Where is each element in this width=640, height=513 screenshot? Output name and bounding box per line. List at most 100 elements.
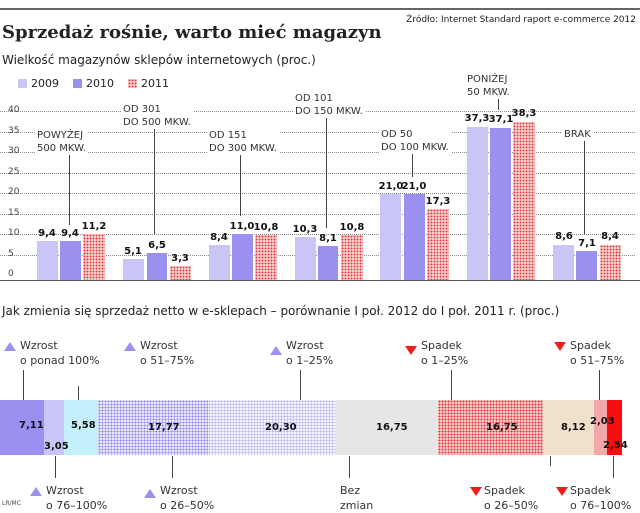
legend-item-2011: 2011 <box>128 77 169 90</box>
value-label: 11,2 <box>81 221 107 232</box>
legend-label: 2010 <box>86 77 114 90</box>
value-label: 38,3 <box>511 108 537 119</box>
leader-line <box>412 153 413 177</box>
segment-spadek-51-75 <box>594 400 607 455</box>
value-label: 10,8 <box>253 222 279 233</box>
segment-wzrost-1-25 <box>208 400 335 455</box>
double-up-arrow-icon <box>144 489 156 498</box>
leader-line <box>300 370 301 400</box>
y-tick: 35 <box>8 126 20 136</box>
annotation-spadek-51-75: Spadek o 51–75% <box>554 338 624 368</box>
y-tick: 40 <box>8 105 20 115</box>
leader-line <box>613 456 614 478</box>
category-label: OD 301 DO 500 MKW. <box>121 103 193 129</box>
y-tick: 5 <box>8 249 14 259</box>
double-up-arrow-icon <box>4 342 16 351</box>
segment-value: 16,75 <box>376 422 408 433</box>
bar-2009 <box>380 194 401 280</box>
segment-wzrost-26-50 <box>98 400 208 455</box>
leader-line <box>23 370 24 400</box>
value-label: 8,4 <box>601 231 619 242</box>
y-tick: 30 <box>8 146 20 156</box>
value-label: 8,4 <box>210 232 228 243</box>
value-label: 3,3 <box>171 253 189 264</box>
annotation-wzrost-76-100: Wzrost o 76–100% <box>30 483 107 513</box>
gridline <box>0 193 635 194</box>
bar-2009 <box>209 245 230 280</box>
bar-2010 <box>60 241 81 280</box>
leader-line <box>55 456 56 478</box>
category-label: OD 101 DO 150 MKW. <box>293 92 365 118</box>
gridline <box>0 234 635 235</box>
value-label: 6,5 <box>148 240 166 251</box>
leader-line <box>240 152 241 216</box>
segment-value: 17,77 <box>148 422 180 433</box>
y-tick: 10 <box>8 228 20 238</box>
infographic-title: Sprzedaż rośnie, warto mieć magazyn <box>2 22 382 43</box>
value-label: 9,4 <box>61 228 79 239</box>
leader-line <box>349 456 350 478</box>
segment-wzrost-76-100 <box>44 400 64 455</box>
legend-swatch-2011 <box>128 79 137 88</box>
y-tick: 15 <box>8 208 20 218</box>
leader-line <box>451 370 452 400</box>
segment-value: 7,11 <box>19 420 44 431</box>
bar-2010 <box>147 253 167 280</box>
double-down-arrow-icon <box>554 342 566 351</box>
x-axis <box>0 280 640 281</box>
y-tick: 20 <box>8 187 20 197</box>
segment-value: 2,03 <box>590 416 615 427</box>
double-down-arrow-icon <box>470 487 482 496</box>
bar-2011 <box>600 245 621 280</box>
leader-line <box>498 98 499 110</box>
legend-swatch-2009 <box>18 79 27 88</box>
bar-chart-title: Wielkość magazynów sklepów internetowych… <box>2 53 316 67</box>
bar-2010 <box>576 251 597 280</box>
value-label: 37,3 <box>464 113 490 124</box>
bar-2009 <box>467 127 488 280</box>
bar-2011 <box>83 234 105 280</box>
category-label: PONIŻEJ 50 MKW. <box>465 73 512 99</box>
down-arrow-icon <box>405 346 417 355</box>
legend: 2009 2010 2011 <box>18 77 169 90</box>
y-tick: 25 <box>8 167 20 177</box>
segment-value: 20,30 <box>265 422 297 433</box>
bar-2010 <box>232 234 253 280</box>
annotation-spadek-76-100: Spadek o 76–100% <box>556 483 631 513</box>
bar-2010 <box>318 246 338 280</box>
bar-2010 <box>404 194 425 280</box>
segment-value: 3,05 <box>44 441 69 452</box>
category-label: OD 151 DO 300 MKW. <box>207 129 279 155</box>
segment-value: 5,58 <box>71 420 96 431</box>
value-label: 37,1 <box>488 114 514 125</box>
bar-2011 <box>427 209 449 280</box>
segment-bez-zmian <box>335 400 438 455</box>
bar-2011 <box>513 122 535 280</box>
annotation-spadek-26-50: Spadek o 26–50% <box>470 483 538 513</box>
bar-2011 <box>341 235 363 280</box>
segment-spadek-26-50 <box>543 400 594 455</box>
value-label: 8,1 <box>319 233 337 244</box>
value-label: 7,1 <box>578 238 596 249</box>
triple-down-arrow-icon <box>556 487 568 496</box>
up-arrow-icon <box>270 346 282 355</box>
value-label: 10,8 <box>339 222 365 233</box>
gridline <box>0 214 635 215</box>
annotation-spadek-1-25: Spadek o 1–25% <box>405 338 468 368</box>
annotation-wzrost-1-25: Wzrost o 1–25% <box>270 338 333 368</box>
segment-spadek-1-25 <box>438 400 543 455</box>
segment-spadek-76-100 <box>607 400 622 455</box>
stacked-chart-title: Jak zmienia się sprzedaż netto w e-sklep… <box>2 304 560 318</box>
legend-item-2009: 2009 <box>18 77 59 90</box>
category-label: POWYŻEJ 500 MKW. <box>35 129 89 155</box>
double-up-arrow-icon <box>30 487 42 496</box>
leader-line <box>326 118 327 228</box>
value-label: 17,3 <box>425 196 451 207</box>
annotation-bez-zmian: Bez zmian <box>340 484 374 512</box>
annotation-wzrost-ponad-100: Wzrost o ponad 100% <box>4 338 100 368</box>
gridline <box>0 132 635 133</box>
gridline <box>0 255 635 256</box>
leader-line <box>550 456 551 466</box>
bar-2009 <box>295 237 316 280</box>
source-note: Źródło: Internet Standard raport e-comme… <box>406 15 636 25</box>
